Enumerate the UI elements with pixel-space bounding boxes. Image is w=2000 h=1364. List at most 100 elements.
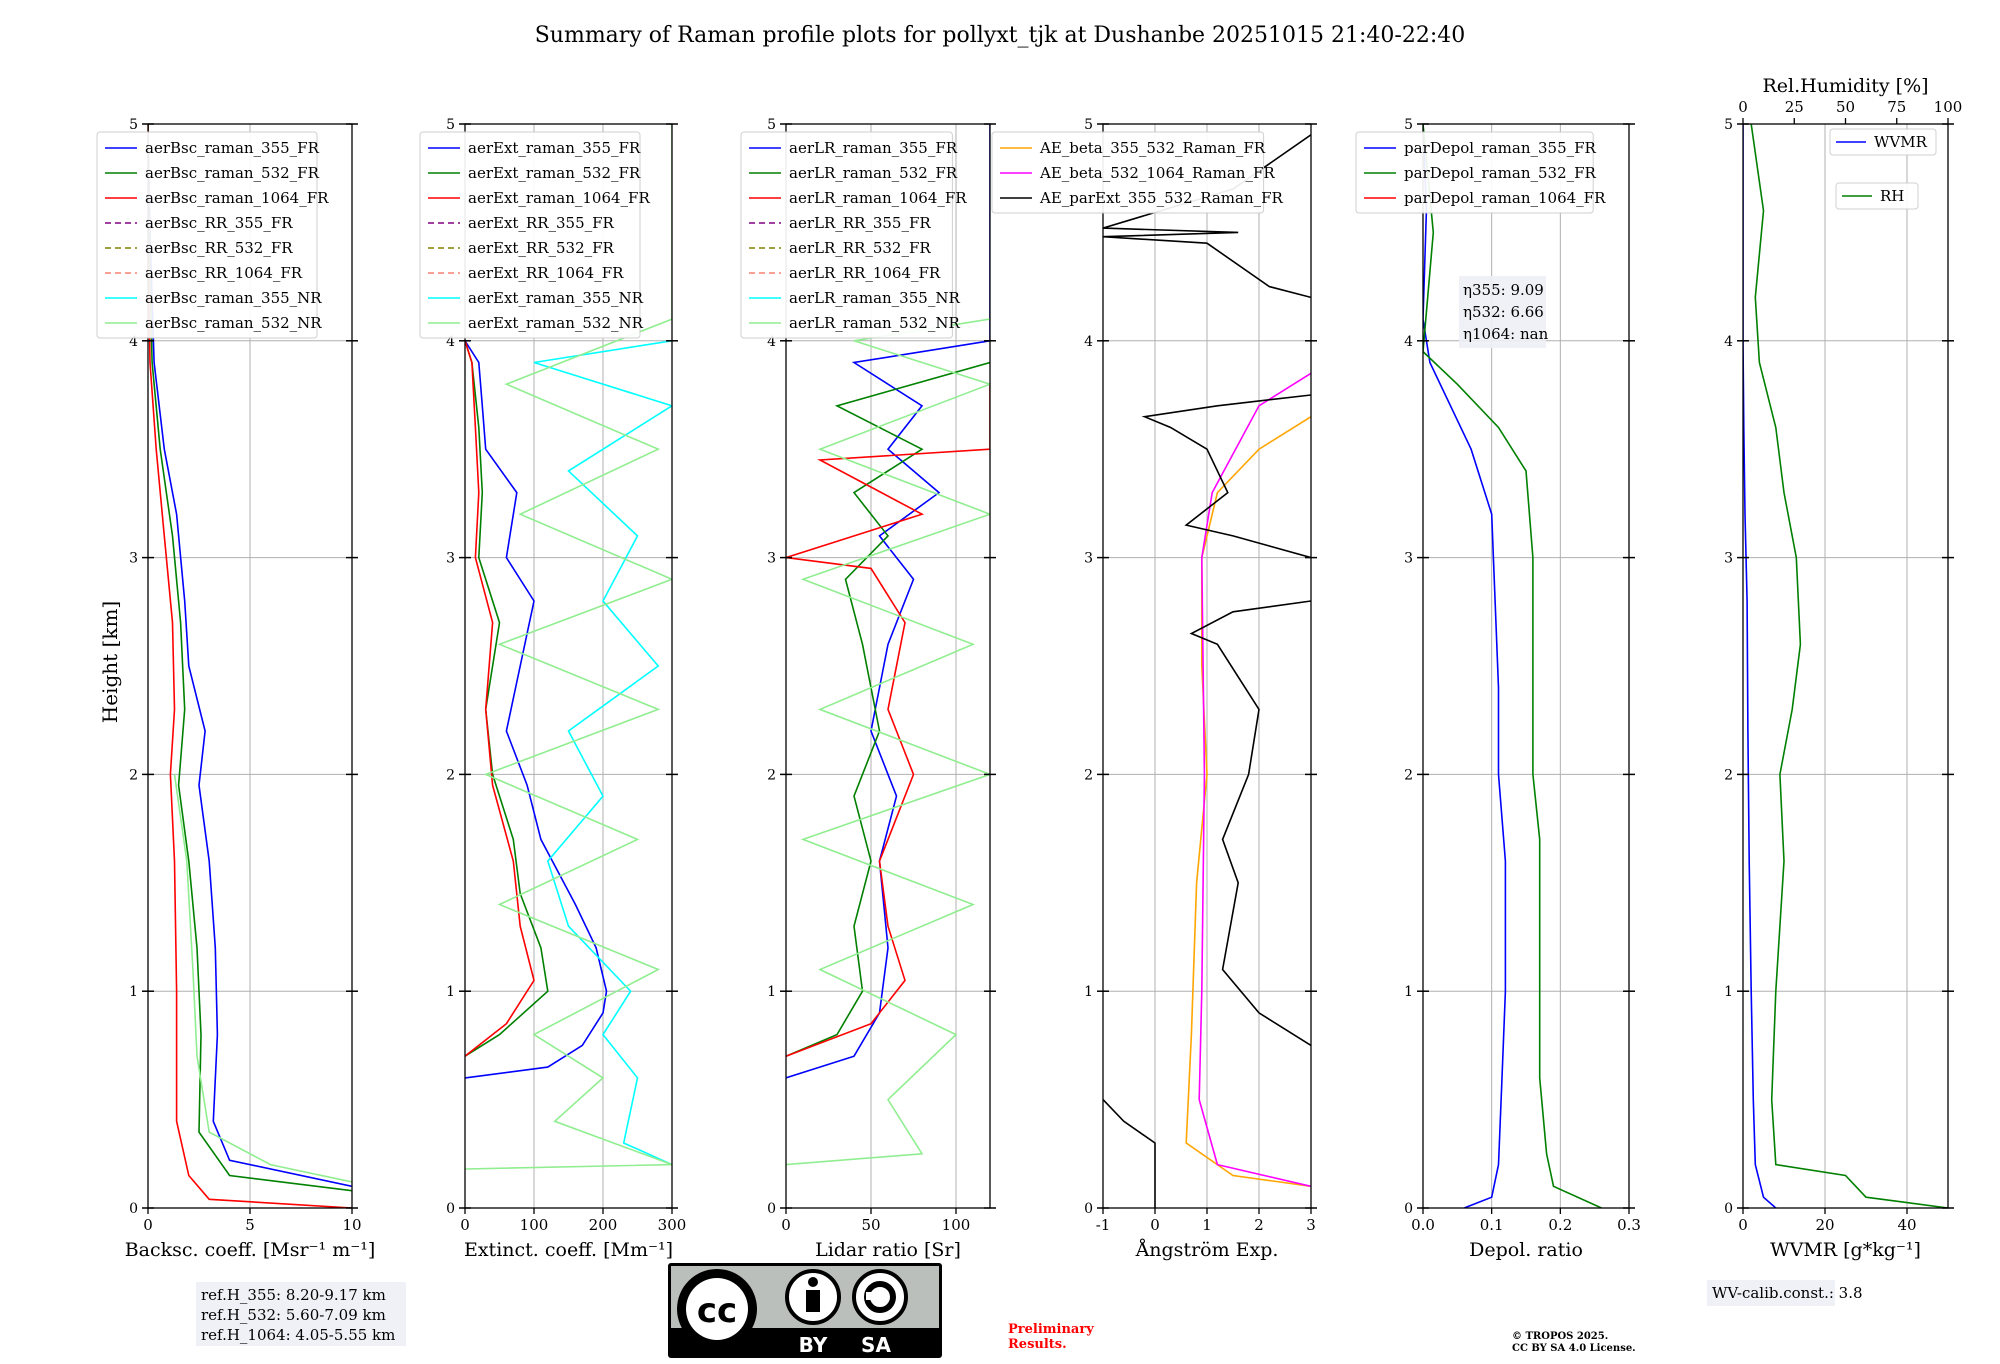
legend-box xyxy=(96,131,318,339)
series-line-aerExt_raman_1064_FR xyxy=(465,340,535,1057)
wv-calib-box xyxy=(1707,1280,1835,1306)
y-tick-label: 2 xyxy=(1084,767,1093,783)
legend-label: aerBsc_raman_1064_FR xyxy=(145,189,329,207)
legend-label: aerLR_raman_532_NR xyxy=(789,314,960,332)
x-tick-label: 50 xyxy=(861,1216,880,1234)
series-line-AE_beta_532_1064_Raman_FR xyxy=(1198,372,1311,1188)
series-line-aerBsc_raman_355_FR xyxy=(148,124,352,1188)
series-line-AE_parExt_355_532_Raman_FR_upper xyxy=(1189,600,1311,1047)
series-line-aerExt_raman_355_NR xyxy=(533,340,672,1166)
series-line-aerLR_raman_355_FR xyxy=(786,124,990,1079)
panel-ext: 0 1 2 3 4 5 0 100 200 300 Extinct. coeff. [Mm⁻¹] ae… xyxy=(419,117,687,1261)
y-tick-label: 3 xyxy=(1724,551,1733,567)
series-line-aerLR_raman_532_NR xyxy=(786,318,990,1166)
top-x-tick-label: 100 xyxy=(1934,98,1963,116)
y-tick-label: 4 xyxy=(767,334,776,350)
y-tick-label: 0 xyxy=(1084,1201,1093,1217)
legend-label: aerBsc_RR_355_FR xyxy=(145,214,293,232)
y-tick-label: 4 xyxy=(446,334,455,350)
series-line-aerBsc_raman_532_NR xyxy=(173,774,352,1183)
legend-label: aerExt_raman_532_NR xyxy=(468,314,644,332)
legend-label: aerLR_RR_355_FR xyxy=(789,214,931,232)
legend-label: aerExt_raman_355_NR xyxy=(468,289,644,307)
y-tick-label: 1 xyxy=(767,984,776,1000)
x-tick-label: 40 xyxy=(1897,1216,1916,1234)
ref-heights-box: ref.H_355: 8.20-9.17 km ref.H_532: 5.60-… xyxy=(196,1282,406,1346)
x-tick-label: 300 xyxy=(658,1216,687,1234)
y-tick-label: 5 xyxy=(1084,117,1093,133)
legend-label: aerLR_raman_355_FR xyxy=(789,139,958,157)
x-tick-label: 0 xyxy=(143,1216,153,1234)
y-tick-label: 2 xyxy=(446,767,455,783)
legend-label: aerLR_raman_1064_FR xyxy=(789,189,967,207)
legend-label: aerExt_raman_532_FR xyxy=(468,164,641,182)
y-tick-label: 1 xyxy=(1724,984,1733,1000)
ref-height-355: ref.H_355: 8.20-9.17 km xyxy=(201,1286,386,1304)
figure-title: Summary of Raman profile plots for polly… xyxy=(535,23,1466,48)
y-tick-label: 2 xyxy=(1724,767,1733,783)
y-tick-label: 5 xyxy=(129,117,138,133)
x-tick-label: 1 xyxy=(1202,1216,1212,1234)
y-tick-label: 0 xyxy=(1404,1201,1413,1217)
legend-box xyxy=(1829,128,1937,156)
legend-label: aerExt_RR_532_FR xyxy=(468,239,615,257)
legend-label: AE_beta_355_532_Raman_FR xyxy=(1039,139,1266,157)
y-tick-label: 0 xyxy=(767,1201,776,1217)
x-axis-label: WVMR [g*kg⁻¹] xyxy=(1770,1239,1921,1261)
x-tick-label: 0.1 xyxy=(1480,1216,1504,1234)
y-tick-label: 4 xyxy=(1724,334,1733,350)
legend-box xyxy=(991,131,1265,214)
y-tick-label: 0 xyxy=(446,1201,455,1217)
x-tick-label: 0.0 xyxy=(1411,1216,1435,1234)
axes-frame xyxy=(785,123,991,1209)
series-line-WVMR xyxy=(1743,124,1777,1208)
x-tick-label: 0.2 xyxy=(1548,1216,1572,1234)
x-axis-label: Depol. ratio xyxy=(1469,1239,1583,1261)
series-line-aerBsc_raman_532_FR xyxy=(148,124,352,1192)
eta-annotation: η355: 9.09 xyxy=(1463,281,1544,299)
y-tick-label: 1 xyxy=(129,984,138,1000)
top-x-tick-label: 0 xyxy=(1738,98,1748,116)
copyright-line2: CC BY SA 4.0 License. xyxy=(1512,1343,1636,1354)
x-tick-label: 0 xyxy=(460,1216,470,1234)
x-tick-label: 100 xyxy=(942,1216,971,1234)
panel-depol: 0 1 2 3 4 5 0.0 0.1 0.2 0.3 Depol. ratio parDepol_r… xyxy=(1355,117,1641,1261)
license-by-label: BY xyxy=(799,1333,828,1357)
legend-box xyxy=(1355,131,1594,214)
y-tick-label: 4 xyxy=(1084,334,1093,350)
series-line-AE_parExt_355_532_Raman_FR_upper2 xyxy=(1141,394,1311,559)
legend-label: parDepol_raman_355_FR xyxy=(1404,139,1597,157)
cc-license-badge: cc BY SA xyxy=(668,1263,942,1358)
eta-annotation: η532: 6.66 xyxy=(1463,303,1544,321)
x-tick-label: -1 xyxy=(1096,1216,1111,1234)
y-tick-label: 4 xyxy=(129,334,138,350)
series-line-aerExt_raman_355_FR xyxy=(465,340,608,1079)
x-tick-label: 10 xyxy=(342,1216,361,1234)
x-tick-label: 2 xyxy=(1254,1216,1264,1234)
svg-text:cc: cc xyxy=(697,1291,737,1331)
y-tick-label: 2 xyxy=(129,767,138,783)
y-tick-label: 1 xyxy=(1404,984,1413,1000)
x-axis-label: Ångström Exp. xyxy=(1135,1239,1279,1261)
y-tick-label: 5 xyxy=(1404,117,1413,133)
y-tick-label: 4 xyxy=(1404,334,1413,350)
legend-label: WVMR xyxy=(1874,133,1928,151)
top-x-tick-label: 75 xyxy=(1887,98,1906,116)
y-tick-label: 3 xyxy=(129,551,138,567)
eta-box xyxy=(1459,276,1546,348)
y-tick-label: 2 xyxy=(767,767,776,783)
y-tick-label: 3 xyxy=(767,551,776,567)
preliminary-line2: Results. xyxy=(1008,1337,1067,1352)
y-tick-label: 3 xyxy=(446,551,455,567)
x-axis-label: Lidar ratio [Sr] xyxy=(815,1239,961,1261)
legend-box xyxy=(1835,182,1919,210)
legend-label: aerBsc_raman_355_FR xyxy=(145,139,320,157)
top-x-axis-label: Rel.Humidity [%] xyxy=(1762,75,1928,97)
y-tick-label: 0 xyxy=(129,1201,138,1217)
x-tick-label: 5 xyxy=(245,1216,255,1234)
legend-label: parDepol_raman_532_FR xyxy=(1404,164,1597,182)
y-tick-label: 2 xyxy=(1404,767,1413,783)
y-tick-label: 5 xyxy=(767,117,776,133)
